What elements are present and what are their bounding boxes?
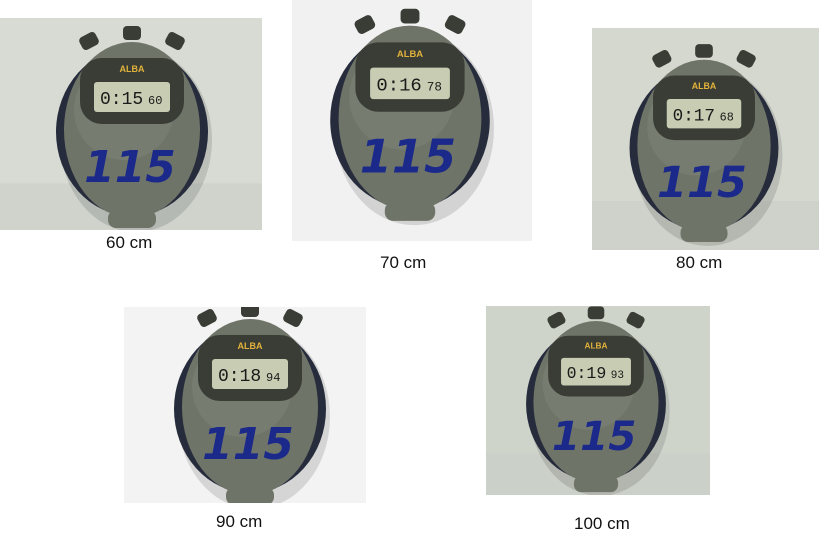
handwritten-number: 115 <box>84 142 176 193</box>
lcd-time-main: 0:19 <box>567 364 607 383</box>
mode-button <box>241 307 259 317</box>
caption-70cm: 70 cm <box>380 253 427 272</box>
lcd-screen <box>561 357 631 386</box>
photo-scene: ALBA 0:19 93 115 <box>486 306 710 495</box>
lcd-time-hundredths: 94 <box>266 371 280 385</box>
lcd-time-hundredths: 93 <box>611 370 624 382</box>
start-stop-button <box>444 15 466 34</box>
photo-svg: ALBA 0:18 94 115 <box>124 307 366 503</box>
photo-scene: ALBA 0:18 94 115 <box>124 307 366 503</box>
bottom-lug <box>573 475 619 493</box>
lcd-screen <box>666 98 742 129</box>
lcd-time-main: 0:17 <box>673 107 715 127</box>
photo-scene: ALBA 0:15 60 115 <box>0 18 262 230</box>
bottom-lug <box>384 202 436 221</box>
brand-logo: ALBA <box>120 64 145 74</box>
stopwatch-photo-90cm: ALBA 0:18 94 115 <box>124 307 366 503</box>
photo-svg: ALBA 0:19 93 115 <box>486 306 710 495</box>
handwritten-number: 115 <box>657 158 747 208</box>
split-button <box>652 49 672 68</box>
stopwatch-photo-60cm: ALBA 0:15 60 115 <box>0 18 262 230</box>
brand-logo: ALBA <box>238 341 263 351</box>
lcd-screen <box>94 82 170 112</box>
caption-90cm: 90 cm <box>216 512 263 531</box>
split-button <box>547 311 566 329</box>
start-stop-button <box>736 49 756 68</box>
start-stop-button <box>283 309 303 327</box>
mode-button <box>587 306 605 320</box>
stopwatch-photo-80cm: ALBA 0:17 68 115 <box>592 28 819 250</box>
bottom-lug <box>108 210 156 228</box>
mode-button <box>123 26 141 40</box>
brand-logo: ALBA <box>397 49 423 60</box>
caption-60cm: 60 cm <box>106 233 153 252</box>
lcd-screen <box>370 67 450 100</box>
split-button <box>79 32 99 50</box>
lcd-time-hundredths: 60 <box>148 94 162 108</box>
stopwatch: ALBA 0:16 78 115 <box>330 8 494 226</box>
stopwatch-photo-100cm: ALBA 0:19 93 115 <box>486 306 710 495</box>
mode-button <box>400 8 420 24</box>
stopwatch: ALBA 0:15 60 115 <box>56 26 212 230</box>
split-button <box>354 15 376 34</box>
bottom-lug <box>226 487 274 503</box>
photo-svg: ALBA 0:15 60 115 <box>0 18 262 230</box>
brand-logo: ALBA <box>692 81 717 91</box>
photo-scene: ALBA 0:17 68 115 <box>592 28 819 250</box>
lcd-time-main: 0:15 <box>100 90 143 110</box>
lcd-screen <box>212 359 288 389</box>
caption-80cm: 80 cm <box>676 253 723 272</box>
stopwatch-photo-70cm: ALBA 0:16 78 115 <box>292 0 532 241</box>
split-button <box>197 309 217 327</box>
handwritten-number: 115 <box>202 419 294 470</box>
stopwatch: ALBA 0:17 68 115 <box>629 44 783 246</box>
lcd-time-hundredths: 68 <box>720 111 734 125</box>
lcd-time-hundredths: 78 <box>427 81 442 95</box>
photo-svg: ALBA 0:17 68 115 <box>592 28 819 250</box>
start-stop-button <box>626 311 645 329</box>
bottom-lug <box>680 224 728 243</box>
caption-100cm: 100 cm <box>574 514 630 533</box>
stopwatch: ALBA 0:19 93 115 <box>526 306 670 495</box>
lcd-time-main: 0:18 <box>218 367 261 387</box>
start-stop-button <box>165 32 185 50</box>
brand-logo: ALBA <box>585 342 608 351</box>
handwritten-number: 115 <box>360 130 456 184</box>
mode-button <box>695 44 713 58</box>
photo-scene: ALBA 0:16 78 115 <box>292 0 532 241</box>
handwritten-number: 115 <box>552 412 636 460</box>
stopwatch: ALBA 0:18 94 115 <box>174 307 330 503</box>
photo-svg: ALBA 0:16 78 115 <box>292 0 532 241</box>
lcd-time-main: 0:16 <box>376 75 421 97</box>
